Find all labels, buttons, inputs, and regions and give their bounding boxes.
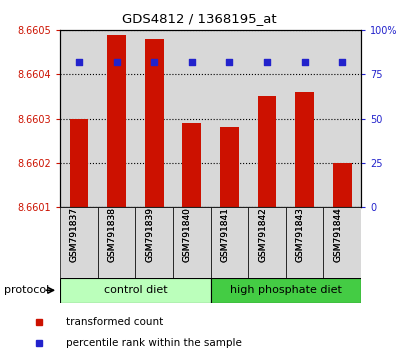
Bar: [135, 207, 173, 278]
Point: [151, 59, 158, 65]
Bar: [98, 30, 135, 207]
Text: GSM791839: GSM791839: [145, 207, 154, 262]
Text: GSM791842: GSM791842: [258, 207, 267, 262]
Text: GSM791839: GSM791839: [145, 207, 154, 262]
Point: [264, 59, 270, 65]
Bar: [60, 30, 98, 207]
Point: [113, 59, 120, 65]
Bar: [248, 207, 286, 278]
Text: GSM791841: GSM791841: [220, 207, 229, 262]
Bar: [107, 35, 126, 207]
Text: transformed count: transformed count: [66, 317, 163, 327]
Bar: [211, 207, 248, 278]
Text: GSM791838: GSM791838: [107, 207, 117, 262]
Bar: [145, 39, 164, 207]
Text: GSM791838: GSM791838: [107, 207, 117, 262]
Bar: [286, 207, 323, 278]
Bar: [248, 30, 286, 207]
Bar: [258, 97, 276, 207]
Bar: [286, 30, 323, 207]
Text: GSM791840: GSM791840: [183, 207, 192, 262]
Bar: [173, 207, 210, 278]
Bar: [333, 163, 352, 207]
Text: GSM791840: GSM791840: [183, 207, 192, 262]
Point: [188, 59, 195, 65]
Bar: [183, 123, 201, 207]
Text: GSM791843: GSM791843: [295, 207, 305, 262]
Text: GSM791841: GSM791841: [220, 207, 229, 262]
Text: percentile rank within the sample: percentile rank within the sample: [66, 338, 242, 348]
Text: control diet: control diet: [104, 285, 167, 295]
Text: GSM791843: GSM791843: [295, 207, 305, 262]
Bar: [211, 278, 361, 303]
Bar: [295, 92, 314, 207]
Bar: [220, 127, 239, 207]
Text: GSM791844: GSM791844: [333, 207, 342, 262]
Text: GDS4812 / 1368195_at: GDS4812 / 1368195_at: [122, 12, 276, 25]
Text: protocol: protocol: [4, 285, 49, 295]
Point: [339, 59, 346, 65]
Bar: [135, 30, 173, 207]
Point: [301, 59, 308, 65]
Bar: [60, 278, 211, 303]
Text: high phosphate diet: high phosphate diet: [230, 285, 342, 295]
Bar: [98, 207, 135, 278]
Text: GSM791844: GSM791844: [333, 207, 342, 262]
Bar: [70, 119, 88, 207]
Bar: [211, 30, 248, 207]
Point: [76, 59, 82, 65]
Bar: [323, 30, 361, 207]
Point: [226, 59, 233, 65]
Bar: [323, 207, 361, 278]
Bar: [60, 207, 98, 278]
Bar: [173, 30, 210, 207]
Text: GSM791842: GSM791842: [258, 207, 267, 262]
Text: GSM791837: GSM791837: [70, 207, 79, 262]
Text: GSM791837: GSM791837: [70, 207, 79, 262]
